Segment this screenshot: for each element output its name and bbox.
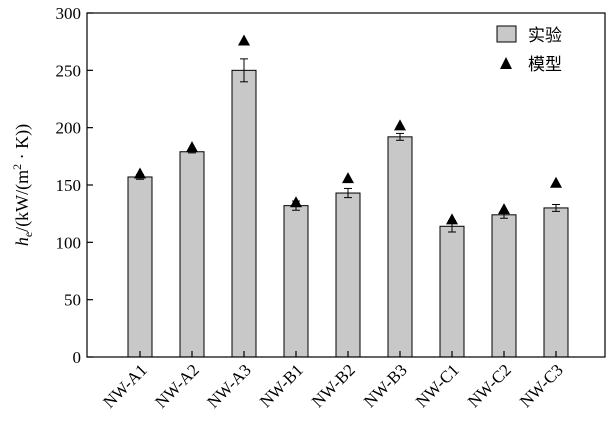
- x-tick-label-nw-c1: NW-C1: [412, 360, 463, 411]
- error-bar-nw-b2: [344, 187, 352, 199]
- error-bar-nw-a3: [240, 58, 248, 83]
- model-point-nw-a1: [134, 167, 146, 179]
- error-bar-nw-c3: [552, 203, 560, 212]
- legend-label-model: 模型: [528, 55, 562, 75]
- model-point-nw-c2: [498, 203, 510, 215]
- model-point-nw-c1: [446, 213, 458, 225]
- bar-nw-b3: [387, 136, 413, 358]
- x-tick-label-nw-a3: NW-A3: [203, 360, 254, 411]
- error-bar-nw-b3: [396, 132, 404, 141]
- legend-label-experiment: 实验: [528, 26, 562, 46]
- bar-nw-c3: [543, 207, 569, 358]
- bar-nw-a1: [127, 176, 153, 358]
- bar-nw-a3: [231, 69, 257, 358]
- bar-nw-c2: [491, 214, 517, 358]
- y-tick-label: 50: [64, 291, 81, 310]
- y-tick-label: 250: [56, 61, 82, 80]
- model-point-nw-a2: [186, 141, 198, 153]
- bar-nw-a2: [179, 151, 205, 358]
- model-point-nw-a3: [238, 34, 250, 46]
- x-tick-label-nw-b2: NW-B2: [308, 360, 359, 411]
- x-tick-label-nw-a2: NW-A2: [151, 360, 202, 411]
- x-tick-label-nw-c3: NW-C3: [516, 360, 567, 411]
- x-tick-label-nw-b3: NW-B3: [360, 360, 411, 411]
- y-tick-label: 0: [73, 348, 82, 367]
- x-tick-label-nw-a1: NW-A1: [99, 360, 150, 411]
- model-markers-layer: [134, 34, 562, 225]
- legend-swatch-experiment: [496, 25, 517, 43]
- y-tick-label: 150: [56, 176, 82, 195]
- x-tick-label-nw-b1: NW-B1: [256, 360, 307, 411]
- model-point-nw-b3: [394, 119, 406, 131]
- bar-nw-b1: [283, 205, 309, 358]
- legend-triangle-icon: [500, 57, 512, 69]
- x-tick-label-nw-c2: NW-C2: [464, 360, 515, 411]
- model-point-nw-c3: [550, 176, 562, 188]
- y-tick-label: 300: [56, 4, 82, 23]
- legend: 实验 模型: [496, 25, 562, 75]
- bar-nw-c1: [439, 225, 465, 358]
- model-point-nw-b1: [290, 196, 302, 208]
- y-axis-label: he/(kW/(m2 · K)): [10, 124, 35, 246]
- model-point-nw-b2: [342, 172, 354, 184]
- y-tick-label: 100: [56, 233, 82, 252]
- y-tick-label: 200: [56, 119, 82, 138]
- bar-nw-b2: [335, 192, 361, 358]
